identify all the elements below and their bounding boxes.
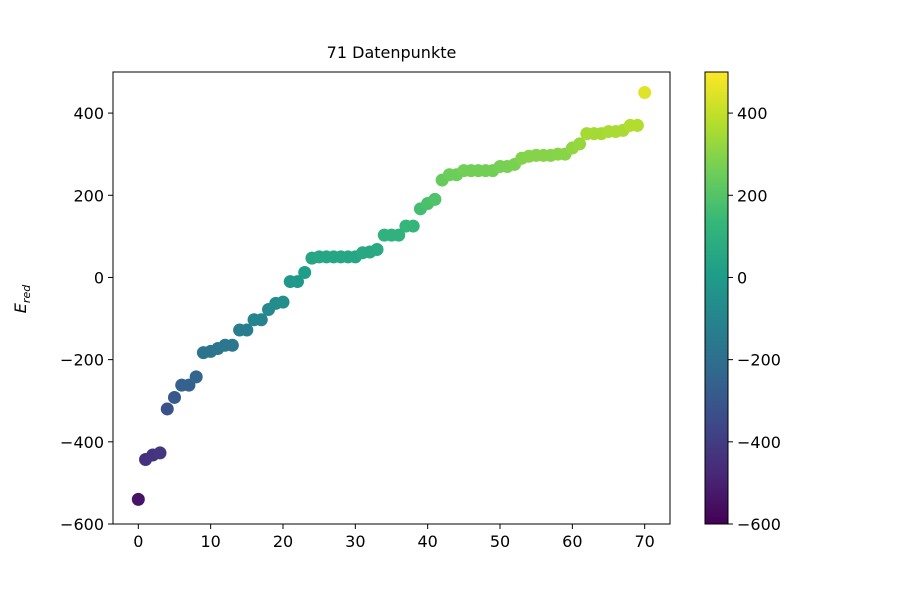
data-point (276, 295, 290, 309)
data-point (290, 275, 304, 289)
x-tick-label: 40 (417, 532, 437, 551)
data-point (638, 86, 652, 100)
colorbar-tick-label: 200 (737, 186, 768, 205)
y-tick-label: −600 (60, 515, 104, 534)
x-tick-label: 50 (490, 532, 510, 551)
data-point (298, 266, 312, 280)
x-tick-label: 20 (273, 532, 293, 551)
data-point (428, 192, 442, 206)
data-point (153, 446, 167, 460)
plot-frame (112, 71, 671, 525)
data-point (573, 137, 587, 151)
y-axis-label-main: E (11, 302, 30, 313)
data-point (406, 219, 420, 233)
colorbar-tick-label: 400 (737, 104, 768, 123)
data-point (370, 243, 384, 257)
data-point (167, 390, 181, 404)
data-points (131, 86, 652, 506)
x-tick-label: 60 (562, 532, 582, 551)
x-axis: 0 10 20 30 40 50 60 70 (133, 524, 655, 551)
y-axis: −600 −400 −200 0 200 400 (60, 104, 113, 534)
x-tick-label: 30 (345, 532, 365, 551)
y-tick-label: 400 (73, 104, 104, 123)
data-point (254, 313, 268, 327)
chart-title: 71 Datenpunkte (327, 43, 457, 62)
data-point (131, 492, 145, 506)
colorbar-tick-label: −200 (737, 351, 781, 370)
y-axis-label-subscript: red (20, 284, 33, 303)
data-point (189, 370, 203, 384)
data-point (225, 338, 239, 352)
colorbar-tick-label: −600 (737, 515, 781, 534)
data-point (392, 228, 406, 242)
x-tick-label: 10 (200, 532, 220, 551)
colorbar-tick-label: 0 (737, 268, 747, 287)
data-point (240, 323, 254, 337)
y-tick-label: −400 (60, 433, 104, 452)
colorbar (704, 71, 729, 525)
data-point (160, 402, 174, 416)
y-tick-label: −200 (60, 351, 104, 370)
x-tick-label: 0 (133, 532, 143, 551)
x-tick-label: 70 (635, 532, 655, 551)
data-point (630, 118, 644, 132)
y-tick-label: 0 (94, 268, 104, 287)
y-tick-label: 200 (73, 186, 104, 205)
colorbar-axis: −600 −400 −200 0 200 400 (728, 104, 781, 534)
colorbar-tick-label: −400 (737, 433, 781, 452)
y-axis-label: Ered (11, 284, 33, 313)
